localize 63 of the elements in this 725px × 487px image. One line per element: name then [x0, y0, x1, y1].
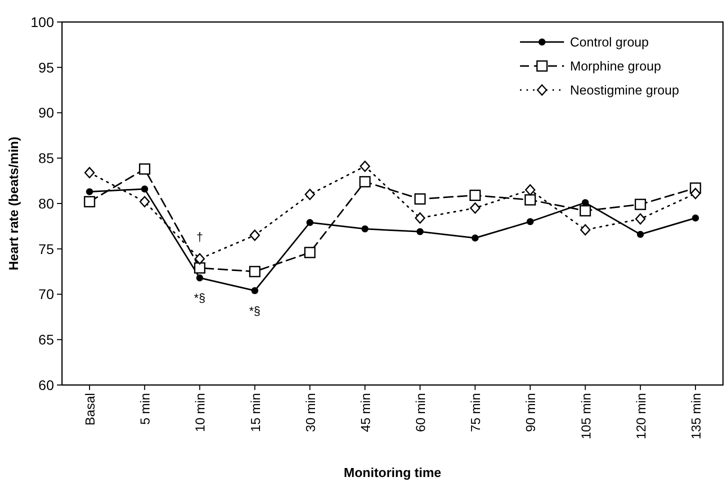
y-axis-title: Heart rate (beats/min)	[6, 136, 21, 270]
x-tick-label: 135 min	[688, 393, 704, 440]
point	[636, 230, 644, 238]
point	[635, 213, 646, 225]
y-tick-label: 80	[38, 195, 54, 212]
y-tick-label: 85	[38, 150, 54, 166]
x-tick-label: 15 min	[248, 393, 263, 432]
y-tick-label: 90	[38, 104, 54, 121]
point	[692, 214, 699, 222]
y-tick-label: 65	[38, 332, 54, 348]
point	[304, 188, 316, 200]
y-tick-label: 75	[38, 240, 54, 257]
x-tick-label: Basal	[82, 392, 98, 426]
point	[249, 266, 260, 278]
x-tick-label: 10 min	[192, 393, 208, 432]
point	[690, 188, 701, 200]
point	[361, 225, 368, 232]
x-tick-label: 45 min	[358, 393, 373, 432]
point	[414, 212, 426, 224]
point	[526, 218, 534, 226]
point	[634, 198, 646, 210]
point	[470, 202, 480, 214]
point	[525, 184, 536, 196]
point	[524, 194, 536, 206]
point	[416, 228, 424, 236]
x-tick-label: 5 min	[138, 393, 153, 425]
x-tick-label: 105 min	[578, 393, 594, 440]
legend-label: Control group	[570, 34, 649, 50]
y-tick-label: 95	[38, 59, 54, 76]
point	[84, 196, 96, 208]
y-tick-label: 60	[38, 376, 54, 393]
point	[580, 205, 591, 216]
point	[359, 176, 371, 188]
point	[304, 246, 316, 258]
point	[250, 230, 260, 241]
point	[84, 166, 95, 178]
x-tick-label: 120 min	[633, 393, 648, 440]
annotation: †	[196, 230, 204, 244]
point	[86, 188, 94, 196]
point	[580, 224, 590, 236]
point	[194, 262, 206, 274]
y-tick-label: 100	[30, 14, 54, 30]
legend-label: Morphine group	[570, 58, 662, 74]
point	[196, 274, 204, 282]
annotation: *§	[194, 291, 206, 306]
point	[306, 219, 314, 226]
x-tick-label: 30 min	[302, 393, 318, 432]
point	[138, 163, 150, 175]
point	[194, 253, 205, 265]
legend-label: Neostigmine group	[570, 82, 680, 98]
point	[469, 190, 481, 201]
point	[360, 160, 370, 172]
y-tick-label: 70	[38, 286, 54, 302]
x-tick-label: 60 min	[413, 393, 428, 432]
point	[472, 234, 479, 242]
point	[414, 193, 426, 205]
point	[139, 196, 150, 208]
x-axis-title: Monitoring time	[344, 465, 442, 480]
annotation: *§	[249, 304, 260, 318]
x-tick-label: 90 min	[523, 393, 538, 432]
point	[251, 287, 258, 294]
x-tick-label: 75 min	[468, 393, 484, 432]
point	[141, 185, 148, 192]
